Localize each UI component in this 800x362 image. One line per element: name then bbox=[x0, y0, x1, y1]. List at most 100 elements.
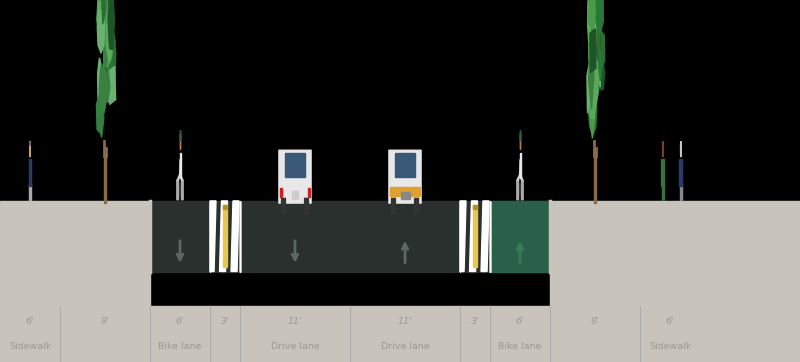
Polygon shape bbox=[98, 65, 104, 138]
Text: Drive lane: Drive lane bbox=[270, 342, 319, 351]
Polygon shape bbox=[589, 0, 593, 50]
Bar bbox=[550, 306, 800, 362]
Polygon shape bbox=[110, 29, 115, 56]
Polygon shape bbox=[470, 201, 478, 272]
Text: 9': 9' bbox=[590, 317, 599, 326]
Polygon shape bbox=[589, 42, 594, 110]
Polygon shape bbox=[460, 201, 466, 272]
Polygon shape bbox=[109, 66, 116, 105]
Polygon shape bbox=[97, 93, 102, 133]
Bar bbox=[280, 188, 282, 197]
Polygon shape bbox=[106, 0, 113, 63]
Polygon shape bbox=[589, 20, 594, 80]
Polygon shape bbox=[594, 58, 598, 98]
Polygon shape bbox=[587, 0, 591, 42]
Bar bbox=[0, 306, 150, 362]
Polygon shape bbox=[100, 4, 108, 32]
Bar bbox=[29, 159, 31, 186]
Polygon shape bbox=[590, 66, 594, 138]
Text: 6': 6' bbox=[516, 317, 524, 326]
Polygon shape bbox=[106, 0, 108, 67]
Polygon shape bbox=[106, 67, 110, 103]
Polygon shape bbox=[587, 65, 590, 113]
Text: Sidewalk: Sidewalk bbox=[649, 342, 691, 351]
FancyBboxPatch shape bbox=[391, 198, 395, 214]
Polygon shape bbox=[596, 0, 603, 35]
Bar bbox=[679, 159, 682, 186]
Text: 6': 6' bbox=[176, 317, 184, 326]
Polygon shape bbox=[97, 0, 101, 34]
Polygon shape bbox=[102, 0, 105, 24]
Polygon shape bbox=[99, 64, 106, 113]
Polygon shape bbox=[589, 0, 596, 31]
Bar bbox=[223, 205, 226, 210]
Polygon shape bbox=[98, 58, 102, 107]
Bar bbox=[180, 153, 181, 178]
Polygon shape bbox=[589, 80, 596, 119]
Polygon shape bbox=[98, 0, 103, 46]
Polygon shape bbox=[595, 0, 600, 64]
Bar bbox=[150, 306, 550, 362]
Text: Bike lane: Bike lane bbox=[498, 342, 542, 351]
Bar bbox=[663, 184, 664, 200]
FancyBboxPatch shape bbox=[414, 198, 418, 214]
Polygon shape bbox=[109, 56, 112, 100]
FancyBboxPatch shape bbox=[282, 198, 286, 214]
Bar bbox=[662, 159, 664, 186]
Polygon shape bbox=[98, 10, 105, 53]
Polygon shape bbox=[99, 0, 107, 18]
Bar bbox=[401, 192, 410, 199]
Polygon shape bbox=[588, 61, 593, 102]
Polygon shape bbox=[588, 97, 592, 127]
Bar bbox=[681, 184, 682, 200]
Polygon shape bbox=[592, 52, 598, 109]
Polygon shape bbox=[589, 16, 591, 65]
Polygon shape bbox=[101, 74, 103, 121]
Polygon shape bbox=[104, 17, 112, 65]
FancyBboxPatch shape bbox=[389, 150, 421, 203]
Bar bbox=[550, 201, 800, 306]
Text: Bike lane: Bike lane bbox=[158, 342, 202, 351]
Polygon shape bbox=[597, 0, 599, 30]
Bar bbox=[285, 153, 305, 177]
Bar bbox=[292, 191, 298, 199]
Polygon shape bbox=[108, 31, 116, 90]
Bar bbox=[104, 156, 106, 203]
Polygon shape bbox=[108, 0, 114, 29]
Text: 3': 3' bbox=[221, 317, 230, 326]
Bar bbox=[474, 205, 477, 267]
Polygon shape bbox=[481, 201, 489, 272]
Polygon shape bbox=[590, 12, 596, 65]
Polygon shape bbox=[110, 6, 114, 35]
Bar bbox=[30, 184, 31, 200]
Text: 3': 3' bbox=[470, 317, 479, 326]
Polygon shape bbox=[588, 0, 595, 31]
Polygon shape bbox=[106, 74, 110, 101]
Text: 6': 6' bbox=[26, 317, 34, 326]
Text: 9': 9' bbox=[101, 317, 110, 326]
Polygon shape bbox=[108, 0, 114, 50]
Polygon shape bbox=[210, 201, 216, 272]
Polygon shape bbox=[103, 17, 107, 88]
Polygon shape bbox=[590, 93, 597, 135]
Bar bbox=[223, 205, 226, 267]
Bar bbox=[474, 205, 477, 210]
Bar bbox=[594, 156, 597, 203]
Text: 11': 11' bbox=[288, 317, 302, 326]
Bar bbox=[395, 153, 415, 177]
Polygon shape bbox=[231, 201, 239, 272]
Polygon shape bbox=[598, 50, 602, 81]
Bar bbox=[0, 201, 150, 306]
FancyBboxPatch shape bbox=[279, 150, 311, 203]
Text: Sidewalk: Sidewalk bbox=[9, 342, 51, 351]
Polygon shape bbox=[590, 75, 595, 109]
Bar bbox=[307, 188, 310, 197]
Polygon shape bbox=[598, 3, 600, 59]
Polygon shape bbox=[99, 65, 107, 107]
Polygon shape bbox=[110, 3, 114, 55]
Polygon shape bbox=[598, 50, 601, 87]
Polygon shape bbox=[588, 80, 596, 119]
Polygon shape bbox=[598, 29, 605, 70]
Polygon shape bbox=[590, 29, 596, 73]
FancyBboxPatch shape bbox=[305, 198, 309, 214]
